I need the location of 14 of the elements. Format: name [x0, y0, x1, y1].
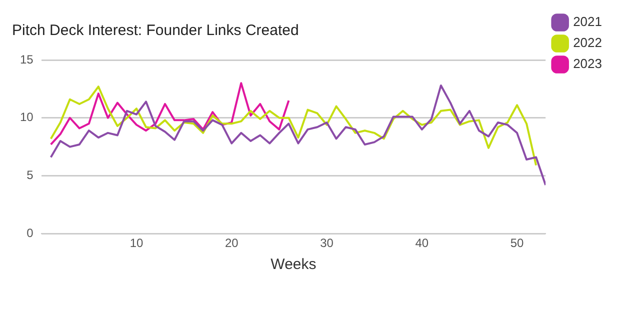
x-tick-label: 10 [130, 236, 144, 250]
y-tick-label: 15 [20, 52, 34, 66]
legend-label: 2023 [573, 56, 602, 72]
y-tick-label: 0 [26, 226, 34, 240]
x-axis-title: Weeks [270, 256, 316, 274]
legend-label: 2022 [573, 35, 602, 50]
x-tick-label: 20 [224, 236, 239, 250]
chart-title: Pitch Deck Interest: Founder Links Created [12, 22, 299, 40]
x-tick-label: 40 [415, 236, 429, 250]
y-tick-label: 5 [26, 168, 34, 182]
x-tick-label: 30 [320, 236, 334, 250]
legend-label: 2021 [573, 14, 602, 30]
x-tick-label: 50 [510, 236, 524, 250]
y-tick-label: 10 [20, 110, 34, 124]
